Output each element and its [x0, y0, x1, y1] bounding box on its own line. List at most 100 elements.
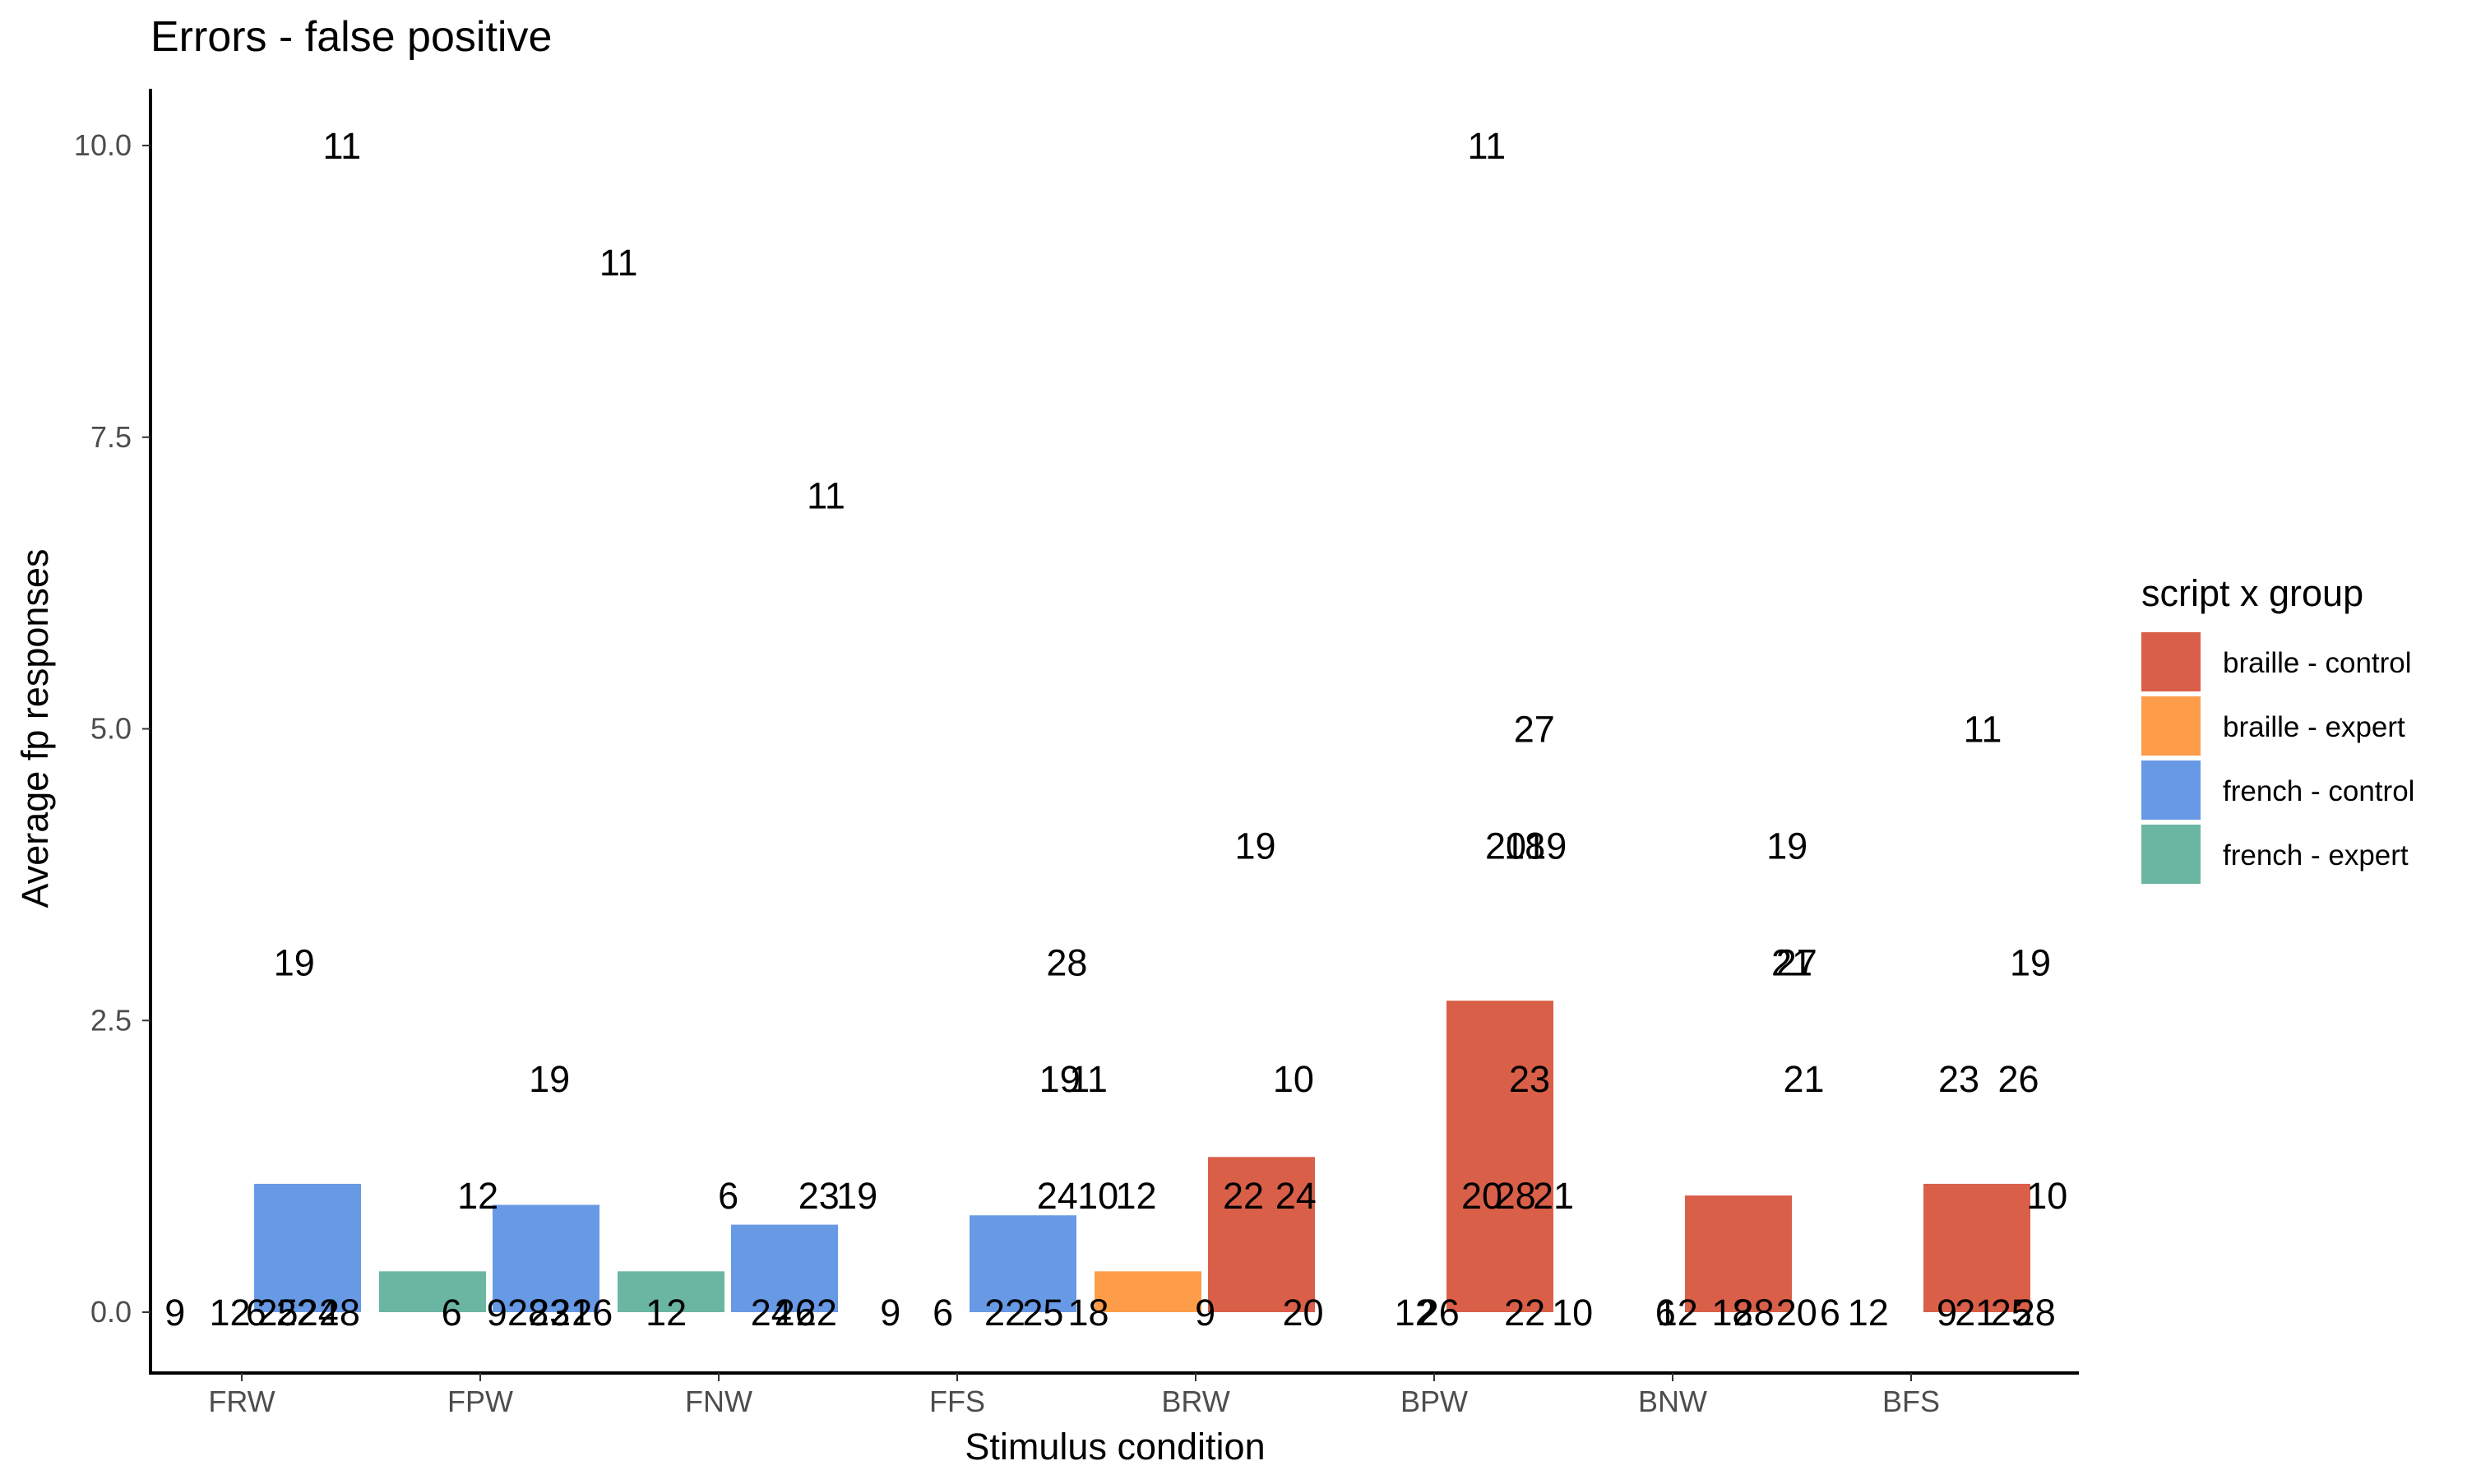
point-label: 25 — [1022, 1292, 1063, 1334]
point-label: 21 — [1955, 1292, 1996, 1334]
point-label: 19 — [836, 1175, 877, 1217]
legend-swatch — [2141, 632, 2201, 691]
point-label: 22 — [276, 1292, 317, 1334]
point-label: 20 — [1282, 1292, 1323, 1334]
bars — [254, 1001, 2030, 1312]
point-label: 28 — [2015, 1292, 2056, 1334]
point-label: 12 — [1115, 1175, 1156, 1217]
point-label: 6 — [1820, 1292, 1840, 1334]
bar-ffs-french-control — [970, 1215, 1076, 1312]
point-label: 28 — [319, 1292, 360, 1334]
legend-label: french - expert — [2223, 839, 2409, 871]
point-label: 6 — [246, 1292, 266, 1334]
point-label: 24 — [1275, 1175, 1317, 1217]
bar-fpw-french-expert — [379, 1271, 486, 1312]
point-label: 24 — [751, 1292, 792, 1334]
point-label: 19 — [2010, 941, 2051, 983]
point-label: 19 — [1525, 825, 1567, 867]
point-label: 25 — [1991, 1292, 2032, 1334]
y-tick-label: 2.5 — [90, 1003, 132, 1037]
y-tick-label: 10.0 — [74, 128, 132, 162]
point-label: 22 — [796, 1292, 837, 1334]
point-label: 19 — [274, 941, 315, 983]
point-label: 19 — [529, 1058, 570, 1100]
point-label: 10 — [1552, 1292, 1593, 1334]
point-label: 23 — [798, 1175, 840, 1217]
point-label: 6 — [442, 1292, 462, 1334]
point-label: 21 — [1771, 941, 1812, 983]
point-label: 10 — [1273, 1058, 1314, 1100]
point-label: 11 — [1069, 1058, 1108, 1100]
x-tick-label-fnw: FNW — [685, 1385, 752, 1418]
x-tick-label-frw: FRW — [208, 1385, 275, 1418]
point-label: 11 — [599, 242, 638, 284]
legend-label: braille - control — [2223, 647, 2412, 679]
point-label: 21 — [550, 1292, 591, 1334]
bar-bpw-braille-control — [1446, 1001, 1553, 1312]
bar-brw-braille-control — [1208, 1157, 1315, 1312]
chart-title: Errors - false positive — [150, 13, 552, 61]
bar-frw-french-control — [254, 1183, 361, 1312]
point-label: 22 — [1504, 1292, 1545, 1334]
point-label: 12 — [1395, 1292, 1436, 1334]
point-label: 11 — [807, 475, 845, 517]
point-label: 23 — [529, 1292, 570, 1334]
x-axis-title: Stimulus condition — [965, 1426, 1265, 1468]
legend-label: braille - expert — [2223, 711, 2405, 743]
point-label: 19 — [1234, 825, 1275, 867]
point-label: 23 — [1509, 1058, 1550, 1100]
legend-swatch — [2141, 696, 2201, 756]
point-label: 10 — [1077, 1175, 1118, 1217]
point-label: 28 — [1733, 1292, 1775, 1334]
point-label: 11 — [322, 125, 361, 167]
y-ticks: 0.0 2.5 5.0 7.5 10.0 — [74, 128, 150, 1329]
point-label: 21 — [1783, 1058, 1824, 1100]
point-label: 11 — [1467, 125, 1506, 167]
point-label: 26 — [1419, 1292, 1460, 1334]
legend-label: french - control — [2223, 775, 2414, 807]
x-tick-label-bpw: BPW — [1400, 1385, 1468, 1418]
point-label: 19 — [1039, 1058, 1081, 1100]
point-label: 19 — [1766, 825, 1807, 867]
bar-bnw-braille-control — [1685, 1195, 1792, 1312]
x-tick-label-bfs: BFS — [1882, 1385, 1940, 1418]
bar-fnw-french-expert — [618, 1271, 724, 1312]
legend-entries: braille - control braille - expert french … — [2141, 632, 2414, 884]
x-tick-label-brw: BRW — [1161, 1385, 1229, 1418]
point-label: 6 — [933, 1292, 953, 1334]
point-label: 28 — [1046, 941, 1087, 983]
y-tick-label: 5.0 — [90, 712, 132, 746]
point-label: 20 — [1461, 1175, 1502, 1217]
bar-fnw-french-control — [731, 1224, 838, 1312]
point-label: 9 — [164, 1292, 185, 1334]
point-label: 24 — [1037, 1175, 1078, 1217]
legend-swatch — [2141, 760, 2201, 820]
point-label: 27 — [1776, 941, 1817, 983]
point-label: 12 — [1848, 1292, 1889, 1334]
point-label: 18 — [1504, 825, 1545, 867]
point-label: 18 — [1711, 1292, 1752, 1334]
point-label: 26 — [572, 1292, 613, 1334]
legend-title: script x group — [2141, 572, 2363, 614]
point-label: 28 — [1495, 1175, 1536, 1217]
x-tick-label-ffs: FFS — [929, 1385, 985, 1418]
point-label: 27 — [1514, 709, 1555, 751]
point-label: 9 — [1195, 1292, 1215, 1334]
x-ticks: FRW FPW FNW FFS BRW BPW BNW BFS — [208, 1373, 1940, 1418]
point-label: 24 — [298, 1292, 339, 1334]
point-label: 9 — [1937, 1292, 1957, 1334]
point-label: 21 — [1533, 1175, 1574, 1217]
legend-swatch — [2141, 825, 2201, 884]
point-label: 23 — [1938, 1058, 1979, 1100]
point-label: 26 — [1997, 1058, 2039, 1100]
bar-bfs-braille-control — [1923, 1183, 2030, 1312]
legend: script x group braille - controlbraille … — [2141, 572, 2414, 884]
point-label: 18 — [1067, 1292, 1109, 1334]
bar-fpw-french-control — [493, 1204, 599, 1312]
point-label: 25 — [257, 1292, 298, 1334]
y-axis-title: Average fp responses — [14, 549, 56, 908]
x-tick-label-bnw: BNW — [1638, 1385, 1707, 1418]
